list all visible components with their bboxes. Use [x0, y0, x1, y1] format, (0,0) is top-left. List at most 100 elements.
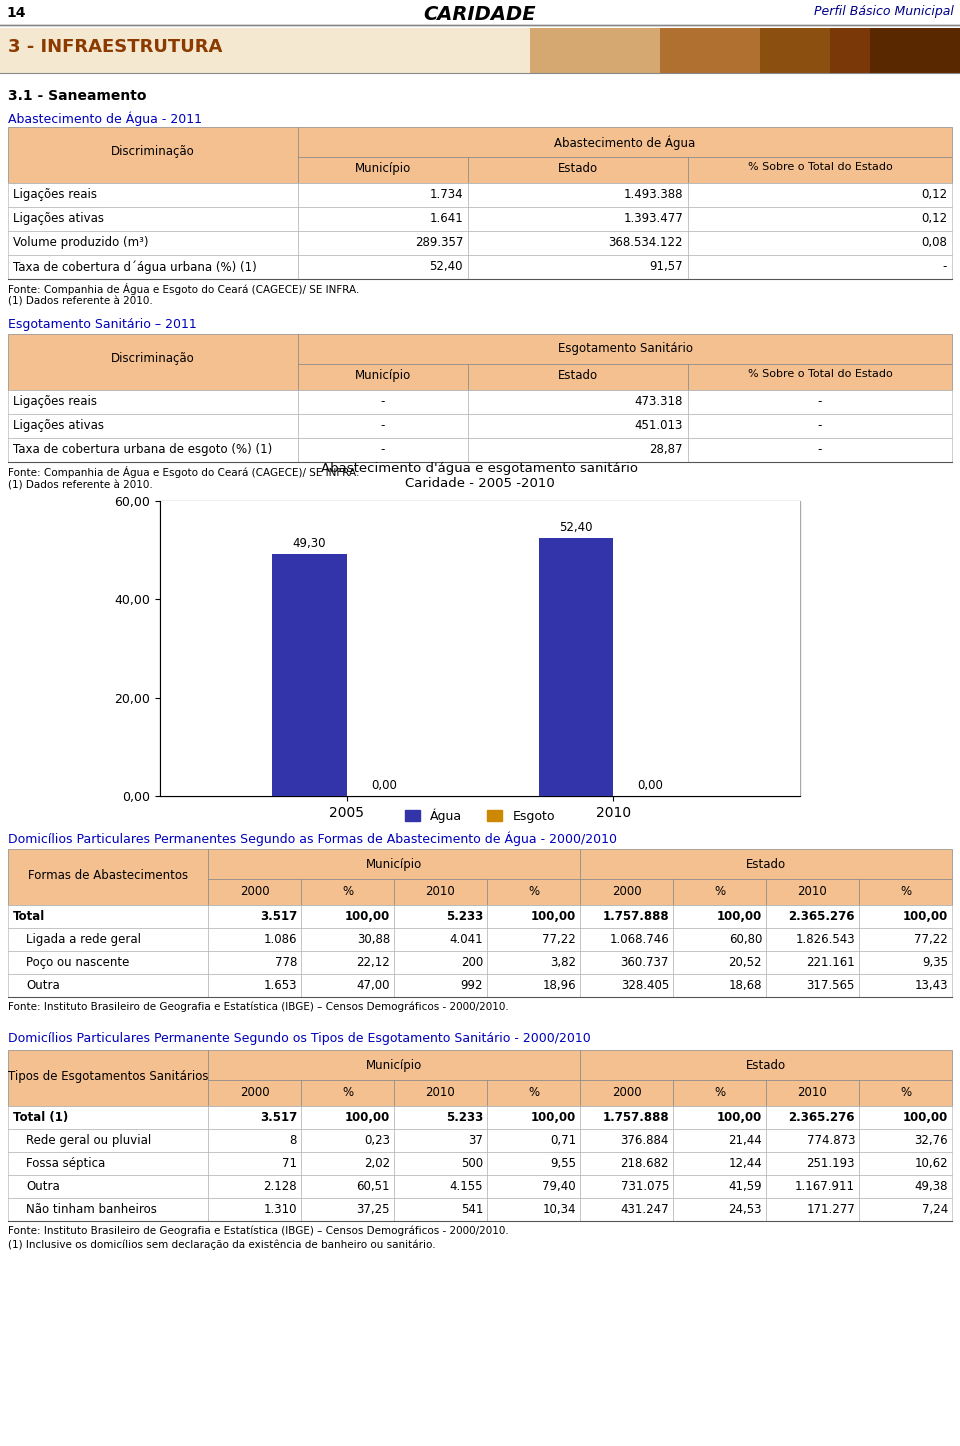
Bar: [766, 879, 859, 905]
Bar: [208, 849, 580, 879]
Text: 200: 200: [461, 956, 483, 969]
Bar: [766, 1176, 859, 1197]
Bar: [298, 390, 468, 414]
Bar: [580, 951, 673, 975]
Bar: [673, 975, 766, 996]
Text: 2000: 2000: [240, 1086, 270, 1099]
Text: 317.565: 317.565: [806, 979, 855, 992]
Bar: [298, 231, 468, 254]
Bar: [580, 1080, 673, 1106]
Text: 2000: 2000: [612, 885, 641, 898]
Text: Discriminação: Discriminação: [111, 145, 195, 158]
Text: 77,22: 77,22: [542, 933, 576, 946]
Text: Volume produzido (m³): Volume produzido (m³): [13, 236, 149, 249]
Text: 21,44: 21,44: [729, 1134, 762, 1147]
Bar: [673, 951, 766, 975]
Text: Total (1): Total (1): [13, 1111, 68, 1124]
Bar: [394, 928, 487, 951]
Text: %: %: [714, 1086, 725, 1099]
Bar: [468, 390, 688, 414]
Bar: [580, 1106, 673, 1129]
Text: -: -: [818, 395, 822, 408]
Text: 3.1 - Saneamento: 3.1 - Saneamento: [8, 90, 147, 103]
Bar: [487, 905, 580, 928]
Text: Estado: Estado: [746, 1058, 786, 1071]
Bar: [394, 975, 487, 996]
Title: Abastecimento d'água e esgotamento sanitário
Caridade - 2005 -2010: Abastecimento d'água e esgotamento sanit…: [322, 463, 638, 490]
Text: 18,96: 18,96: [542, 979, 576, 992]
Bar: [208, 1152, 301, 1176]
Text: -: -: [818, 419, 822, 432]
Bar: [298, 207, 468, 231]
Bar: [468, 158, 688, 184]
Text: 4.155: 4.155: [449, 1180, 483, 1193]
Bar: [766, 1129, 859, 1152]
Bar: [580, 928, 673, 951]
Text: Fonte: Instituto Brasileiro de Geografia e Estatística (IBGE) – Censos Demográfi: Fonte: Instituto Brasileiro de Geografia…: [8, 1001, 509, 1012]
Text: 1.068.746: 1.068.746: [610, 933, 669, 946]
Bar: [688, 364, 952, 390]
Bar: [301, 1080, 394, 1106]
Text: 0,12: 0,12: [921, 213, 947, 226]
Text: 22,12: 22,12: [356, 956, 390, 969]
Bar: [673, 1152, 766, 1176]
Text: Outra: Outra: [26, 1180, 60, 1193]
Bar: [580, 1050, 952, 1080]
Text: (1) Inclusive os domicílios sem declaração da existência de banheiro ou sanitári: (1) Inclusive os domicílios sem declaraç…: [8, 1239, 436, 1249]
Bar: [530, 27, 660, 72]
Text: 60,80: 60,80: [729, 933, 762, 946]
Text: 37: 37: [468, 1134, 483, 1147]
Bar: [487, 928, 580, 951]
Text: 14: 14: [6, 6, 26, 20]
Bar: [487, 1152, 580, 1176]
Bar: [859, 951, 952, 975]
Bar: [487, 1197, 580, 1220]
Bar: [859, 1176, 952, 1197]
Text: 3.517: 3.517: [260, 910, 297, 923]
Bar: [394, 1106, 487, 1129]
Bar: [298, 158, 468, 184]
Bar: [394, 905, 487, 928]
Bar: [688, 207, 952, 231]
Text: Ligações reais: Ligações reais: [13, 188, 97, 201]
Bar: [580, 1197, 673, 1220]
Text: 774.873: 774.873: [806, 1134, 855, 1147]
Text: 1.641: 1.641: [429, 213, 463, 226]
Bar: [870, 27, 960, 72]
Text: 100,00: 100,00: [902, 910, 948, 923]
Text: 12,44: 12,44: [729, 1157, 762, 1170]
Bar: [580, 905, 673, 928]
Text: 0,08: 0,08: [922, 236, 947, 249]
Text: 2.365.276: 2.365.276: [788, 1111, 855, 1124]
Text: 431.247: 431.247: [620, 1203, 669, 1216]
Text: Município: Município: [366, 857, 422, 870]
Text: Ligações ativas: Ligações ativas: [13, 419, 104, 432]
Bar: [208, 1106, 301, 1129]
Text: 9,35: 9,35: [922, 956, 948, 969]
Text: 0,12: 0,12: [921, 188, 947, 201]
Text: 1.493.388: 1.493.388: [623, 188, 683, 201]
Bar: [487, 1176, 580, 1197]
Text: 49,30: 49,30: [293, 536, 326, 549]
Bar: [8, 928, 208, 951]
Text: Poço ou nascente: Poço ou nascente: [26, 956, 130, 969]
Text: % Sobre o Total do Estado: % Sobre o Total do Estado: [748, 162, 893, 172]
Bar: [859, 1197, 952, 1220]
Bar: [8, 231, 298, 254]
Bar: [580, 1152, 673, 1176]
Bar: [468, 414, 688, 438]
Bar: [487, 975, 580, 996]
Text: 328.405: 328.405: [621, 979, 669, 992]
Text: 10,34: 10,34: [542, 1203, 576, 1216]
Bar: [301, 1129, 394, 1152]
Bar: [660, 27, 760, 72]
Bar: [766, 951, 859, 975]
Text: 376.884: 376.884: [620, 1134, 669, 1147]
Bar: [580, 879, 673, 905]
Text: 3 - INFRAESTRUTURA: 3 - INFRAESTRUTURA: [8, 38, 223, 56]
Bar: [394, 951, 487, 975]
Bar: [394, 1129, 487, 1152]
Bar: [8, 951, 208, 975]
Text: 10,62: 10,62: [914, 1157, 948, 1170]
Text: 541: 541: [461, 1203, 483, 1216]
